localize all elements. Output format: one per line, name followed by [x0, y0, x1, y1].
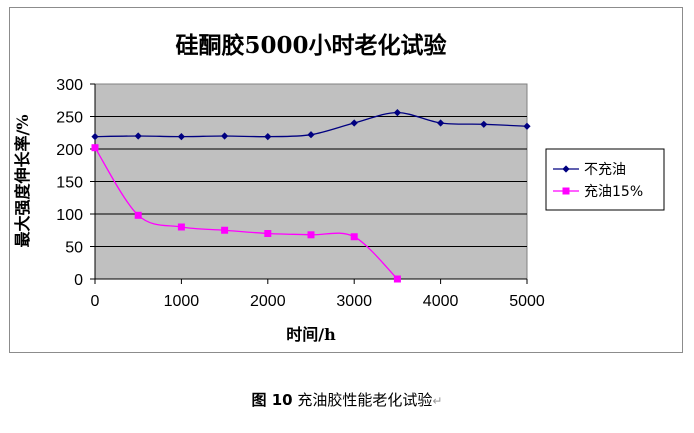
x-tick-label: 5000 — [509, 293, 545, 310]
series-2-point — [393, 275, 401, 283]
legend-label-1: 不充油 — [584, 162, 626, 178]
y-tick-label: 250 — [56, 110, 83, 127]
x-tick-label: 0 — [91, 293, 100, 310]
paragraph-mark: ↵ — [432, 394, 443, 408]
series-2-point — [307, 231, 315, 239]
x-tick-label: 4000 — [423, 293, 459, 310]
series-1-point — [264, 133, 272, 141]
y-tick-label: 300 — [56, 77, 83, 94]
y-tick-label: 100 — [56, 207, 83, 224]
figure-caption: 图 10 充油胶性能老化试验↵ — [0, 389, 694, 410]
x-axis-title: 时间/h — [286, 325, 336, 344]
y-tick-label: 200 — [56, 142, 83, 159]
series-2-point — [134, 211, 142, 219]
series-2-point — [221, 226, 229, 234]
gridlines — [95, 116, 527, 247]
series-1-point — [393, 109, 401, 117]
series-1-point — [221, 132, 229, 140]
series-1-point — [177, 133, 185, 141]
legend-box — [545, 148, 665, 211]
legend-label-2: 充油15% — [584, 184, 643, 200]
series-2-point — [264, 230, 272, 237]
figure-label: 图 10 — [251, 391, 293, 409]
legend-marker-1 — [562, 165, 570, 173]
x-tick-label: 2000 — [250, 293, 286, 310]
series-1-point — [134, 132, 142, 140]
series-group — [91, 109, 531, 283]
x-tick-label: 1000 — [164, 293, 200, 310]
series-1-point — [350, 119, 358, 127]
series-1-point — [480, 120, 488, 128]
series-2-point — [91, 144, 99, 152]
y-axis-title: 最大强度伸长率/% — [13, 114, 32, 247]
legend-marker-2 — [562, 187, 570, 195]
series-2-point — [177, 223, 185, 231]
y-tick-label: 0 — [74, 272, 83, 289]
series-1-point — [523, 122, 531, 130]
chart-title: 硅酮胶5000小时老化试验 — [175, 32, 446, 59]
series-1-point — [91, 133, 99, 141]
series-1-point — [437, 119, 445, 127]
y-tick-label: 50 — [65, 240, 83, 257]
chart-frame: 0 50 100 150 200 250 300 0 1000 2000 3000 4000 5000 … — [9, 7, 683, 353]
series-2-point — [350, 233, 358, 241]
figure-caption-text: 充油胶性能老化试验 — [297, 391, 433, 409]
x-tick-label: 3000 — [336, 293, 372, 310]
y-tick-label: 150 — [56, 175, 83, 192]
series-1-point — [307, 131, 315, 139]
